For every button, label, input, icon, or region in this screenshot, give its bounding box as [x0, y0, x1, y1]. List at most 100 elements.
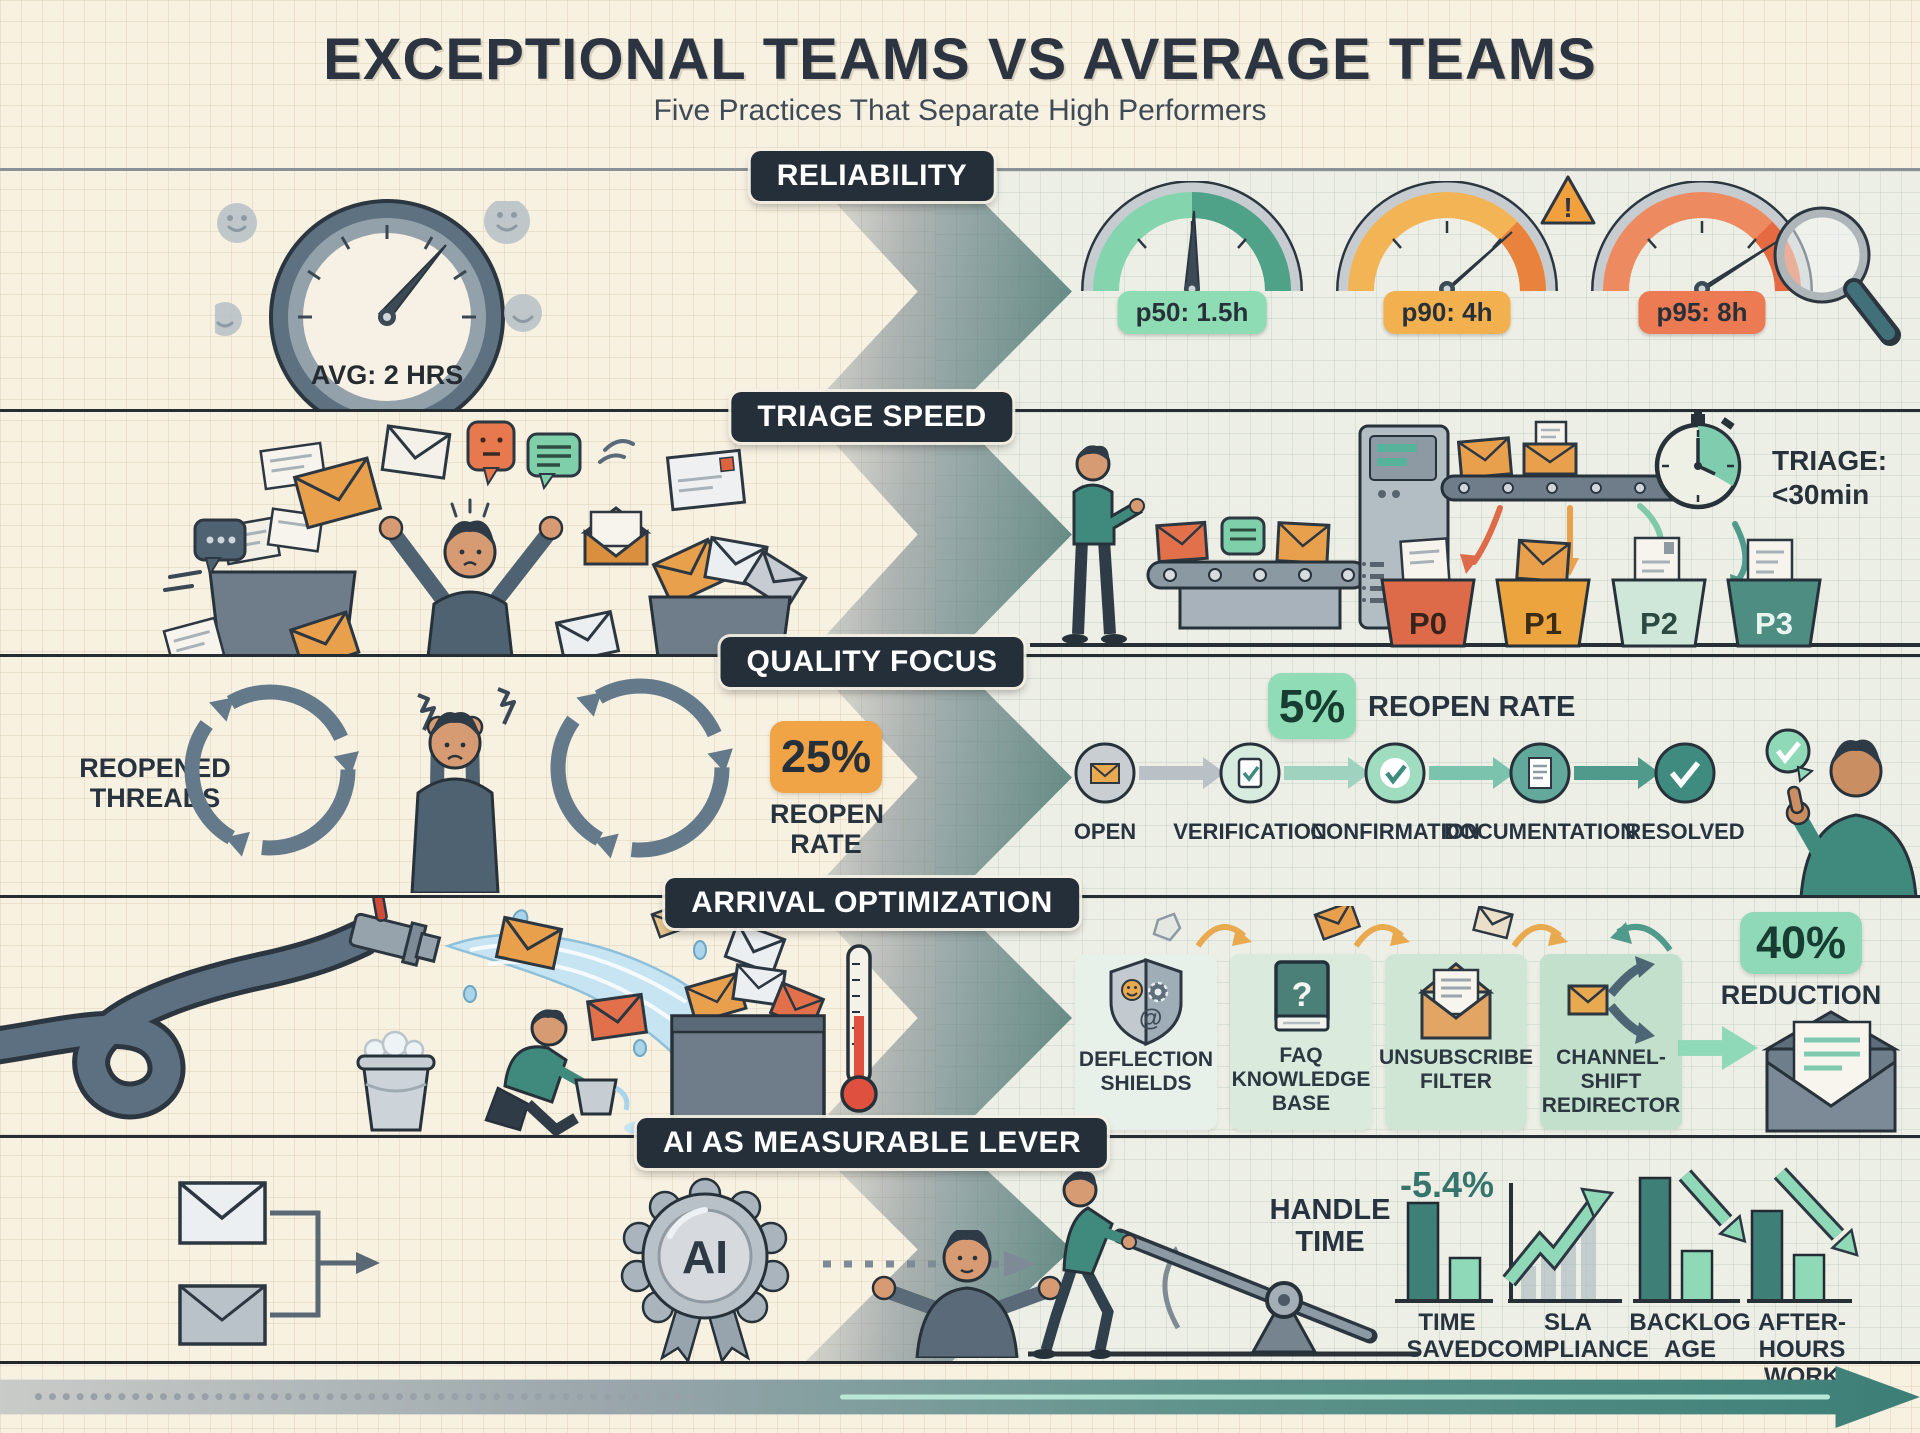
p90-badge: p90: 4h	[1383, 291, 1511, 334]
card-deflection-label: DEFLECTION SHIELDS	[1078, 1048, 1214, 1096]
section-triage-speed: TRIAGE SPEED	[0, 392, 1920, 657]
open-envelope-icon	[580, 506, 652, 566]
p90-gauge	[1336, 181, 1558, 293]
crumpled-paper-icon	[1152, 912, 1182, 942]
envelope-icon	[585, 992, 649, 1042]
card-channel-shift-label: CHANNEL-SHIFT REDIRECTOR	[1541, 1046, 1681, 1118]
svg-text:!: !	[1563, 192, 1572, 223]
step-resolved-icon	[1654, 742, 1716, 804]
sorting-conveyor	[1440, 420, 1700, 502]
progress-arrow-dashed-line	[35, 1393, 695, 1401]
firehose-scene	[0, 898, 878, 1138]
neutral-smiley-icons	[215, 201, 542, 336]
lever-person	[1032, 1171, 1137, 1359]
gauge-ticks	[298, 225, 476, 319]
triage-target-line2: <30min	[1772, 479, 1869, 510]
triage-conveyor-scene: P0 P1 P2 P3 TRIA	[1030, 412, 1920, 648]
envelope-icon	[380, 424, 452, 480]
reopen-rate-average-caption: REOPEN RATE	[770, 799, 885, 860]
lever-scene	[1028, 1171, 1418, 1359]
thermometer-icon	[840, 944, 878, 1113]
shield-icon: @	[1109, 957, 1183, 1047]
section-ai-lever: AI AS MEASURABLE LEVER AI	[0, 1118, 1920, 1390]
average-gauge-label: AVG: 2 HRS	[311, 360, 464, 390]
step-verification-icon	[1219, 742, 1281, 804]
lightning-icon	[497, 687, 516, 725]
envelope-icon	[723, 920, 787, 976]
dots-chat-bubble-icon	[193, 518, 247, 577]
step-documentation-icon	[1509, 742, 1571, 804]
step-open-icon	[1074, 742, 1136, 804]
stamped-letter-icon	[665, 448, 747, 512]
warning-triangle-icon: !	[1540, 175, 1596, 225]
cycle-arrows-icon	[550, 678, 733, 859]
chart-backlog-age	[1633, 1169, 1747, 1303]
section-header-ai: AI AS MEASURABLE LEVER	[636, 1118, 1108, 1168]
resolution-workflow	[1074, 742, 1716, 804]
deflection-hop-arrows	[1152, 906, 1673, 952]
ai-metrics-charts	[1395, 1167, 1859, 1303]
section-reliability: RELIABILITY AVG: 2 HRS	[0, 151, 1920, 412]
thumbs-up-person	[1765, 728, 1918, 898]
reopen-rate-average-stat: 25%	[770, 721, 882, 793]
section-header-reliability: RELIABILITY	[750, 151, 994, 201]
envelope-icon	[292, 456, 383, 530]
faq-book-icon: ?	[1274, 960, 1330, 1032]
metric-after-hours-label: AFTER-HOURS WORK	[1758, 1309, 1846, 1390]
intake-conveyor	[1146, 516, 1368, 630]
overwhelmed-inbox-scene	[162, 420, 808, 657]
progress-arrow-solid-line	[840, 1394, 1830, 1400]
ai-badge-text: AI	[682, 1231, 728, 1283]
card-deflection-shields: @ DEFLECTION SHIELDS	[1075, 954, 1217, 1130]
bailing-person	[484, 1009, 630, 1137]
cycle-arrows-icon	[184, 684, 360, 857]
section-quality-focus: QUALITY FOCUS REOPENED THREADS	[0, 637, 1920, 898]
p50-gauge	[1081, 181, 1303, 293]
step-confirmation-label: CONFIRMATION	[1310, 819, 1480, 844]
triage-target-line1: TRIAGE:	[1772, 445, 1887, 476]
reopen-rate-exceptional-stat: 5%	[1268, 673, 1356, 739]
envelope-icon	[494, 915, 564, 971]
mail-bin-right	[648, 535, 808, 657]
section-arrival-optimization: ARRIVAL OPTIMIZATION	[0, 878, 1920, 1138]
ai-award-badge: AI	[620, 1177, 790, 1361]
mail-pile-box	[624, 963, 826, 1138]
at-glyph: @	[1139, 1005, 1162, 1032]
card-faq-label: FAQ KNOWLEDGE BASE	[1231, 1044, 1371, 1116]
progress-arrow	[0, 1366, 1920, 1428]
bucket-icon	[356, 1030, 436, 1132]
clean-inbox-envelope	[1762, 1010, 1901, 1133]
page-title: EXCEPTIONAL TEAMS VS AVERAGE TEAMS	[323, 27, 1597, 92]
step-documentation-label: DOCUMENTATION	[1443, 819, 1637, 844]
envelope-icon	[554, 609, 621, 657]
bin-p3-label: P3	[1755, 606, 1793, 641]
quality-exceptional-panel	[935, 657, 1920, 898]
step-open-label: OPEN	[1073, 819, 1137, 844]
chart-sla-compliance	[1502, 1183, 1622, 1303]
section-header-triage: TRIAGE SPEED	[731, 392, 1013, 442]
metric-sla-label: SLA COMPLIANCE	[1487, 1309, 1649, 1363]
question-glyph: ?	[1292, 976, 1313, 1014]
lightning-icon	[417, 693, 436, 731]
frustrated-person	[410, 687, 516, 893]
page-subtitle: Five Practices That Separate High Perfor…	[653, 94, 1267, 127]
p95-badge: p95: 8h	[1638, 291, 1766, 334]
reduction-stat: 40%	[1740, 912, 1862, 974]
metric-backlog-label: BACKLOG AGE	[1629, 1309, 1751, 1363]
chat-bubble-icon	[526, 432, 582, 491]
bin-p1-label: P1	[1524, 606, 1562, 641]
step-confirmation-icon	[1364, 742, 1426, 804]
card-unsubscribe-label: UNSUBSCRIBE FILTER	[1379, 1046, 1534, 1094]
step-resolved-label: RESOLVED	[1625, 819, 1745, 844]
triage-operator-person	[1062, 445, 1145, 644]
section-header-quality: QUALITY FOCUS	[720, 637, 1024, 687]
stopwatch-icon	[1654, 412, 1742, 510]
chart-time-saved	[1395, 1201, 1493, 1303]
reopen-rate-exceptional-caption: REOPEN RATE	[1368, 691, 1576, 723]
chart-after-hours	[1747, 1167, 1859, 1303]
handle-time-caption: HANDLE TIME	[1269, 1194, 1391, 1259]
card-channel-shift: CHANNEL-SHIFT REDIRECTOR	[1540, 954, 1682, 1130]
reduction-caption: REDUCTION	[1720, 980, 1882, 1010]
note-card-icon	[162, 616, 226, 657]
